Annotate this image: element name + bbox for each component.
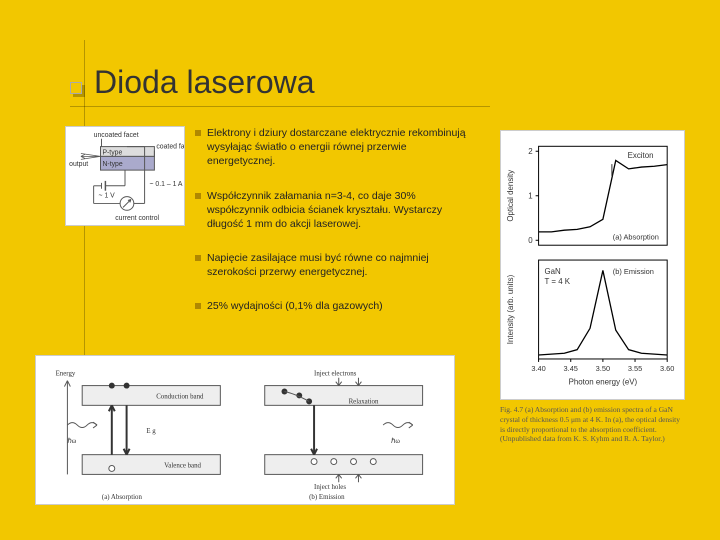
svg-text:3.60: 3.60 [660,364,674,373]
svg-text:GaN: GaN [545,267,562,276]
body-text: Elektrony i dziury dostarczane elektrycz… [195,126,475,334]
svg-text:E g: E g [146,428,156,435]
svg-text:(b) Emission: (b) Emission [613,267,654,276]
svg-text:ℏω: ℏω [391,437,400,445]
svg-text:(b) Emission: (b) Emission [309,494,345,501]
svg-text:uncoated facet: uncoated facet [94,132,139,139]
svg-text:3.50: 3.50 [596,364,610,373]
svg-text:3.40: 3.40 [531,364,545,373]
paragraph: Napięcie zasilające musi być równe co na… [207,251,475,279]
svg-text:coated facet: coated facet [156,144,184,151]
svg-text:(a) Absorption: (a) Absorption [613,232,659,241]
svg-text:Relaxation: Relaxation [349,398,379,405]
svg-text:ℏω: ℏω [67,437,76,445]
page-title: Dioda laserowa [94,64,315,101]
paragraph: Współczynnik załamania n=3-4, co daje 30… [207,189,475,232]
svg-text:2: 2 [528,147,532,156]
svg-text:(a) Absorption: (a) Absorption [102,494,143,501]
paragraph: Elektrony i dziury dostarczane elektrycz… [207,126,475,169]
svg-text:Conduction band: Conduction band [156,393,204,400]
spectra-figure: 012Optical densityExciton(a) Absorption … [500,130,685,400]
svg-text:~ 1 V: ~ 1 V [99,193,116,200]
band-figure: Energy Conduction band Valence band E g … [35,355,455,505]
diode-figure: P-type N-type uncoated facet coated face… [65,126,185,226]
svg-text:P-type: P-type [102,149,122,156]
svg-text:Optical density: Optical density [506,170,515,222]
figure-caption: Fig. 4.7 (a) Absorption and (b) emission… [500,405,685,444]
svg-text:output: output [69,161,88,168]
svg-text:Photon energy (eV): Photon energy (eV) [569,378,638,387]
svg-text:0: 0 [528,236,533,245]
svg-text:Exciton: Exciton [628,151,654,160]
svg-text:3.45: 3.45 [564,364,578,373]
svg-text:3.55: 3.55 [628,364,642,373]
svg-text:Intensity (arb. units): Intensity (arb. units) [506,274,515,344]
svg-text:Inject electrons: Inject electrons [314,371,357,378]
svg-text:Valence band: Valence band [164,462,201,469]
svg-text:~ 0.1 – 1 A: ~ 0.1 – 1 A [150,181,183,188]
svg-text:current control: current control [115,215,159,222]
svg-text:T = 4 K: T = 4 K [545,277,571,286]
svg-text:Inject holes: Inject holes [314,484,346,491]
svg-text:Energy: Energy [56,371,76,378]
svg-text:N-type: N-type [102,161,122,168]
paragraph: 25% wydajności (0,1% dla gazowych) [207,299,383,313]
svg-text:1: 1 [528,192,533,201]
